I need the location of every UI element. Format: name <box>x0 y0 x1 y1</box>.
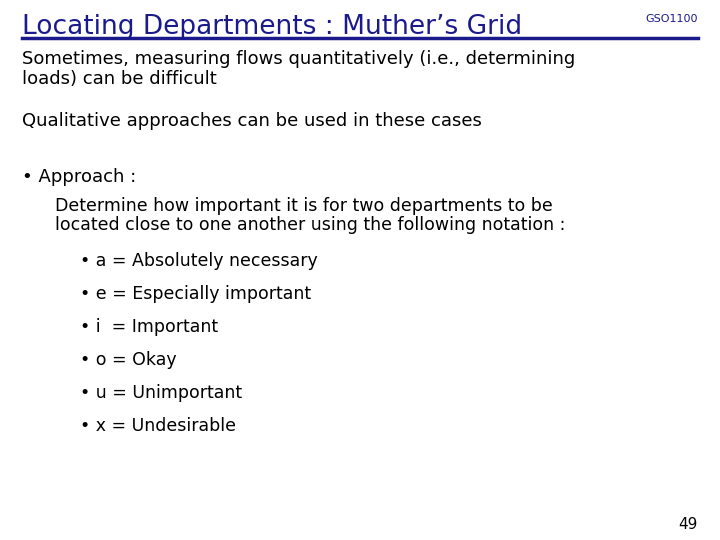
Text: GSO1100: GSO1100 <box>646 14 698 24</box>
Text: • Approach :: • Approach : <box>22 168 136 186</box>
Text: • e = Especially important: • e = Especially important <box>80 285 311 303</box>
Text: loads) can be difficult: loads) can be difficult <box>22 70 217 87</box>
Text: located close to one another using the following notation :: located close to one another using the f… <box>55 217 565 234</box>
Text: Qualitative approaches can be used in these cases: Qualitative approaches can be used in th… <box>22 112 482 130</box>
Text: Locating Departments : Muther’s Grid: Locating Departments : Muther’s Grid <box>22 14 522 40</box>
Text: 49: 49 <box>679 517 698 532</box>
Text: Determine how important it is for two departments to be: Determine how important it is for two de… <box>55 197 553 215</box>
Text: • x = Undesirable: • x = Undesirable <box>80 417 236 435</box>
Text: • a = Absolutely necessary: • a = Absolutely necessary <box>80 252 318 270</box>
Text: • u = Unimportant: • u = Unimportant <box>80 384 242 402</box>
Text: • i  = Important: • i = Important <box>80 318 218 336</box>
Text: Sometimes, measuring flows quantitatively (i.e., determining: Sometimes, measuring flows quantitativel… <box>22 50 575 68</box>
Text: • o = Okay: • o = Okay <box>80 351 176 369</box>
